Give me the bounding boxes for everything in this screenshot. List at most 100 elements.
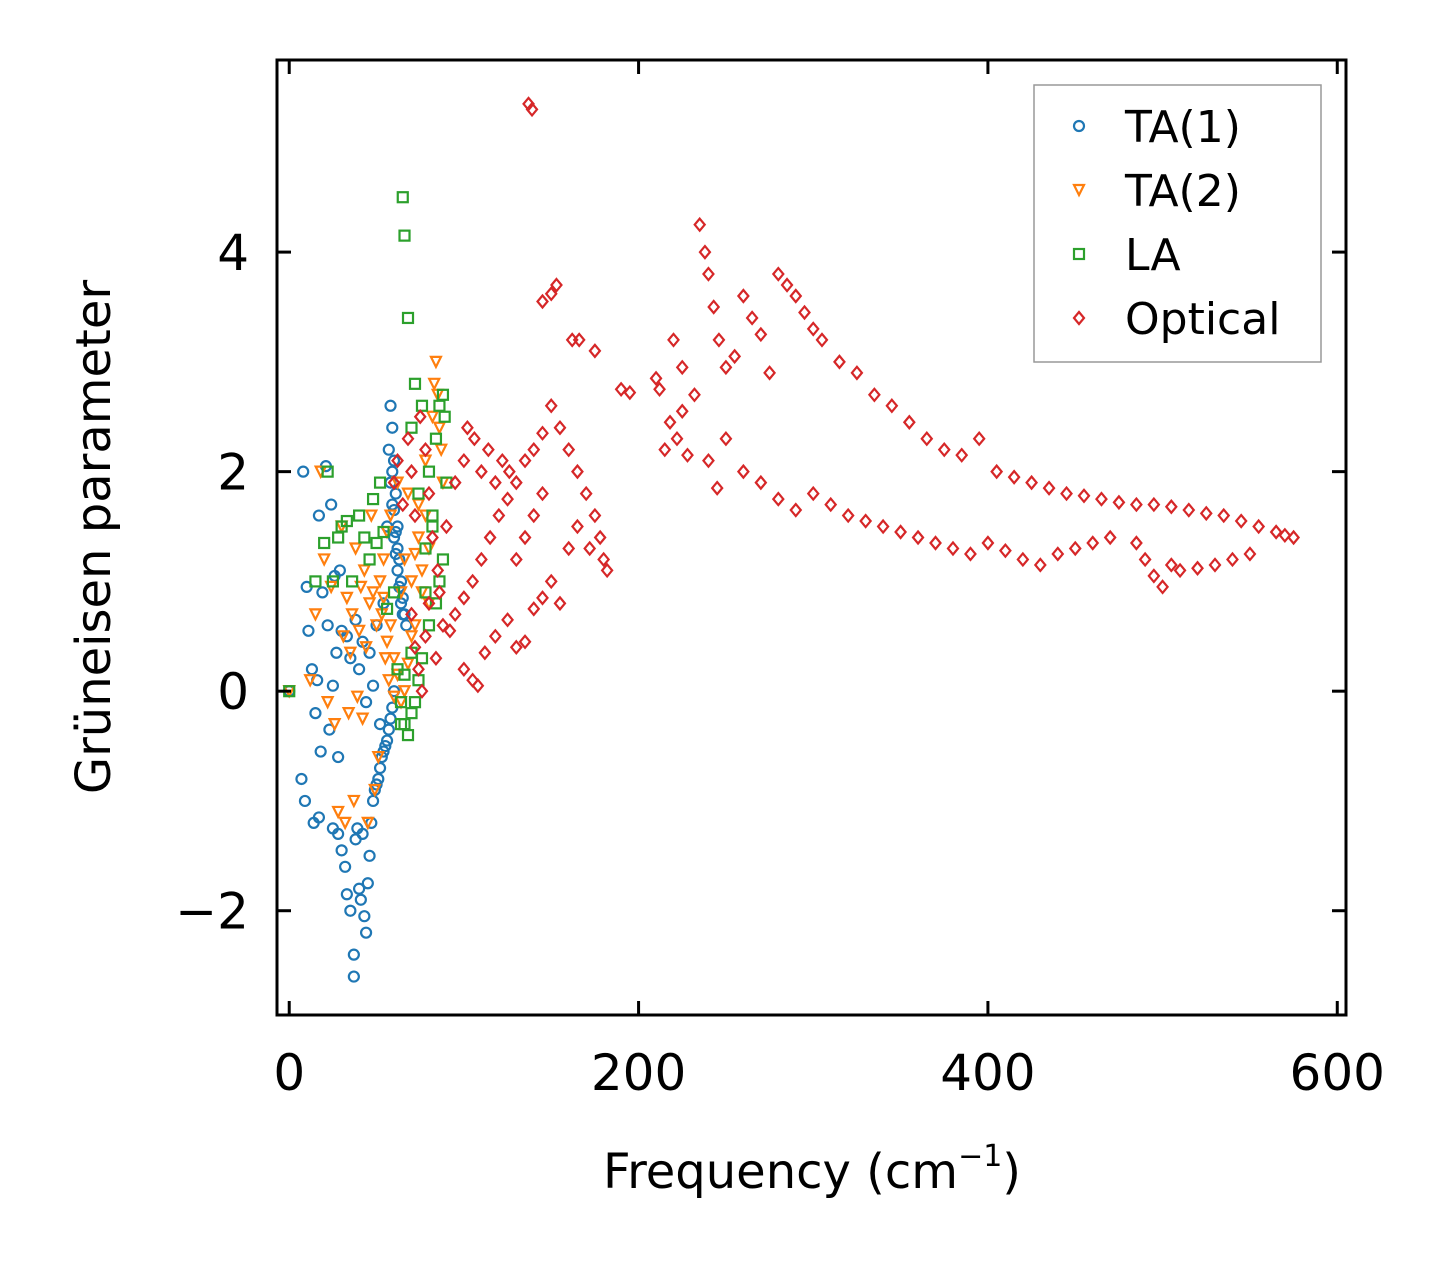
data-point <box>920 430 934 447</box>
data-point <box>670 430 684 447</box>
legend-item: Optical <box>1072 294 1280 345</box>
data-point <box>466 573 480 590</box>
data-point <box>1217 507 1231 524</box>
data-point <box>990 463 1004 480</box>
y-tick-label: 0 <box>217 663 249 721</box>
data-point <box>780 277 794 293</box>
data-point <box>571 518 584 535</box>
data-point <box>798 304 811 321</box>
data-point <box>448 474 462 491</box>
data-point <box>518 634 532 650</box>
data-point <box>401 657 415 672</box>
data-point <box>363 646 376 659</box>
data-point <box>1243 546 1257 562</box>
data-point <box>321 619 334 632</box>
data-point <box>426 529 439 546</box>
data-point <box>663 414 677 430</box>
data-point <box>357 564 372 578</box>
data-point <box>972 430 986 447</box>
data-point <box>457 452 471 469</box>
data-point <box>305 663 319 676</box>
data-point <box>389 487 402 500</box>
data-point <box>354 580 368 595</box>
x-tick-label: 600 <box>1290 1044 1385 1102</box>
data-point <box>1199 505 1213 522</box>
data-point <box>719 359 733 376</box>
data-point <box>330 646 343 659</box>
data-point <box>345 608 359 622</box>
data-point <box>352 624 366 639</box>
data-point <box>457 661 471 677</box>
data-point <box>501 612 515 628</box>
data-point <box>438 410 451 423</box>
data-point <box>527 507 541 524</box>
data-point <box>429 650 443 666</box>
data-point <box>571 463 584 480</box>
data-point <box>536 425 549 441</box>
data-point <box>728 348 742 365</box>
axis-ticks: 0 200 400 600 −2 0 2 4 <box>175 60 1385 1102</box>
data-point <box>383 619 398 633</box>
data-point <box>527 601 541 617</box>
data-point <box>344 652 357 665</box>
legend-item: TA(1) <box>1072 102 1241 153</box>
data-point <box>436 617 450 634</box>
data-point <box>396 496 410 513</box>
data-point <box>806 485 820 502</box>
data-point <box>397 685 412 699</box>
plot-frame <box>275 58 1348 1017</box>
data-point <box>712 332 726 348</box>
data-point <box>401 430 415 447</box>
data-point <box>386 465 399 478</box>
data-point <box>352 882 366 895</box>
data-point <box>295 772 308 786</box>
data-point <box>359 926 373 939</box>
data-point <box>419 628 432 645</box>
data-point <box>347 970 360 983</box>
data-point <box>467 430 481 447</box>
data-point <box>509 551 523 568</box>
data-point <box>1252 518 1266 535</box>
y-axis-title: Grüneisen parameter <box>66 280 122 795</box>
data-point <box>501 491 515 507</box>
data-points <box>282 96 1301 983</box>
data-point <box>373 761 387 775</box>
data-point <box>308 608 323 622</box>
data-point <box>433 584 446 601</box>
data-point <box>413 409 427 425</box>
data-point <box>1191 560 1204 576</box>
data-point <box>876 518 890 535</box>
data-point <box>387 474 401 491</box>
data-point <box>544 398 558 414</box>
data-point <box>894 524 908 540</box>
data-point <box>382 723 395 736</box>
data-point <box>415 564 429 578</box>
data-point <box>509 639 523 655</box>
data-point <box>1033 557 1047 573</box>
series-la <box>283 191 453 742</box>
data-point <box>352 509 366 522</box>
data-point <box>401 728 415 742</box>
legend-item: LA <box>1072 230 1181 281</box>
data-point <box>405 463 418 480</box>
x-tick-label: 200 <box>591 1044 686 1102</box>
data-point <box>614 381 628 398</box>
data-point <box>387 652 401 666</box>
data-point <box>1016 551 1030 568</box>
data-point <box>937 441 951 458</box>
data-point <box>707 299 721 315</box>
data-point <box>1077 488 1091 504</box>
data-point <box>366 679 380 692</box>
data-point <box>361 816 375 831</box>
data-point <box>1129 496 1143 513</box>
data-point <box>553 595 567 612</box>
data-point <box>382 674 396 688</box>
data-point <box>398 668 411 681</box>
data-point <box>408 696 422 709</box>
data-point <box>366 794 380 808</box>
data-point <box>1182 502 1196 518</box>
data-point <box>572 332 586 348</box>
data-point <box>333 564 346 577</box>
data-point <box>309 707 322 720</box>
